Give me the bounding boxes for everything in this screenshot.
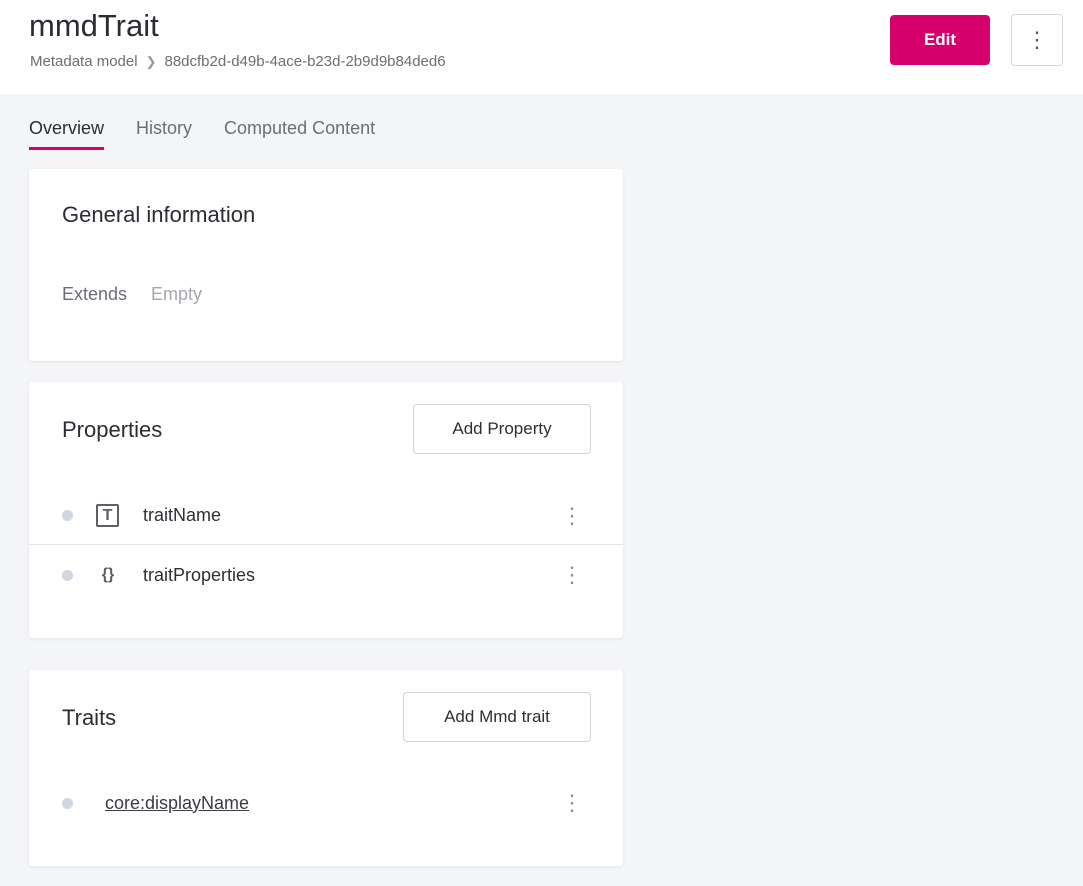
list-item[interactable]: T traitName ⋮ (29, 487, 623, 545)
text-type-icon: T (96, 504, 119, 527)
trait-link[interactable]: core:displayName (105, 792, 250, 813)
property-name[interactable]: traitProperties (143, 564, 256, 585)
card-title: Properties (62, 417, 163, 442)
card-title: General information (62, 202, 256, 227)
add-property-button[interactable]: Add Property (413, 404, 591, 454)
list-item[interactable]: {} traitProperties ⋮ (29, 546, 623, 604)
kebab-icon[interactable]: ⋮ (561, 502, 583, 528)
kebab-icon[interactable]: ⋮ (561, 562, 583, 587)
list-item[interactable]: core:displayName ⋮ (29, 774, 623, 832)
add-mmd-trait-button[interactable]: Add Mmd trait (403, 692, 591, 742)
card-title: Traits (62, 705, 117, 730)
tab-bar: Overview History Computed Content (29, 118, 375, 150)
chevron-right-icon: ❯ (145, 53, 157, 69)
tab-computed-content[interactable]: Computed Content (224, 118, 376, 138)
page-title: mmdTrait (29, 8, 159, 43)
page-header: mmdTrait Metadata model ❯ 88dcfb2d-d49b-… (0, 0, 1083, 94)
extends-value: Empty (151, 284, 203, 304)
kebab-icon: ⋮ (1026, 27, 1048, 52)
status-dot (62, 797, 73, 809)
properties-card: Properties Add Property T traitName ⋮ {}… (29, 382, 623, 638)
general-information-card: General information Extends Empty (29, 169, 623, 361)
status-dot (62, 569, 73, 581)
breadcrumb-metadata-model[interactable]: Metadata model (30, 53, 138, 70)
extends-label: Extends (62, 284, 128, 304)
tab-overview[interactable]: Overview (29, 118, 105, 150)
breadcrumb: Metadata model ❯ 88dcfb2d-d49b-4ace-b23d… (30, 53, 446, 70)
kebab-icon[interactable]: ⋮ (561, 790, 583, 815)
object-type-icon: {} (101, 566, 115, 583)
breadcrumb-id: 88dcfb2d-d49b-4ace-b23d-2b9d9b84ded6 (164, 53, 446, 70)
tab-history[interactable]: History (136, 118, 193, 138)
traits-card: Traits Add Mmd trait core:displayName ⋮ (29, 670, 623, 866)
property-name[interactable]: traitName (143, 505, 222, 525)
more-options-button[interactable]: ⋮ (1011, 14, 1063, 66)
edit-button[interactable]: Edit (890, 15, 990, 65)
status-dot (62, 510, 73, 521)
